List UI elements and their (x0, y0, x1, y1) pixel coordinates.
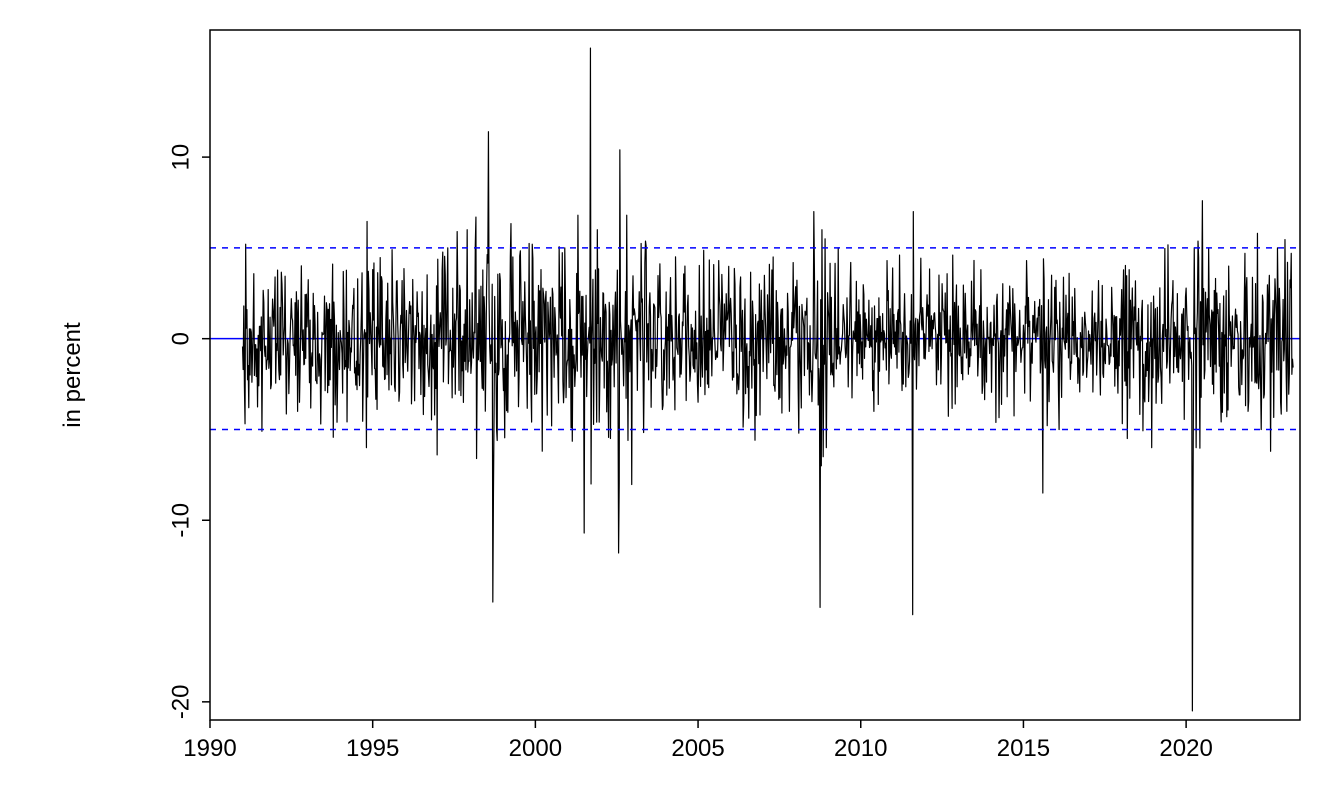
y-tick-label: -20 (167, 684, 194, 719)
y-tick-label: 0 (167, 332, 194, 345)
x-tick-label: 2005 (671, 735, 724, 762)
time-series-chart: 1990 1995 2000 2005 2010 2015 2020 -20 -10 0 10 i… (0, 0, 1344, 806)
y-tick-label: -10 (167, 503, 194, 538)
x-tick-label: 2015 (997, 735, 1050, 762)
x-tick-label: 2010 (834, 735, 887, 762)
x-tick-label: 2000 (509, 735, 562, 762)
y-axis-label: in percent (59, 322, 86, 428)
x-tick-label: 1995 (346, 735, 399, 762)
y-tick-label: 10 (167, 144, 194, 171)
x-tick-label: 1990 (183, 735, 236, 762)
x-tick-label: 2020 (1159, 735, 1212, 762)
